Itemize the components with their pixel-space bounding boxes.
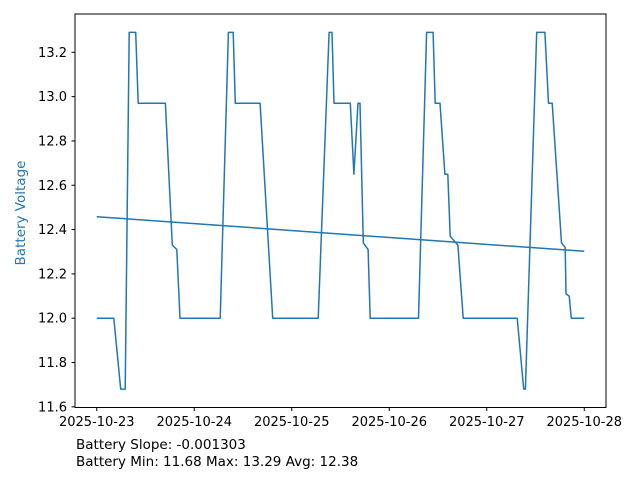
x-tick-label: 2025-10-25 bbox=[254, 415, 330, 430]
battery_trend-line bbox=[96, 215, 585, 253]
axes-frame bbox=[74, 13, 607, 408]
y-tick-label: 11.8 bbox=[38, 356, 67, 371]
x-tick-label: 2025-10-28 bbox=[546, 415, 622, 430]
x-tick-label: 2025-10-24 bbox=[156, 415, 232, 430]
y-tick-label: 12.2 bbox=[38, 267, 67, 282]
x-tick-label: 2025-10-26 bbox=[351, 415, 427, 430]
y-tick-label: 12.8 bbox=[38, 134, 67, 149]
y-tick-label: 13.2 bbox=[38, 46, 67, 61]
y-tick-label: 12.6 bbox=[38, 179, 67, 194]
y-tick-label: 11.6 bbox=[38, 400, 67, 415]
y-tick-label: 12.0 bbox=[38, 312, 67, 327]
x-tick-label: 2025-10-27 bbox=[449, 415, 525, 430]
battery_voltage-line bbox=[96, 31, 585, 390]
stats-minmax-text: Battery Min: 11.68 Max: 13.29 Avg: 12.38 bbox=[76, 453, 359, 470]
y-axis-label: Battery Voltage bbox=[13, 160, 29, 266]
x-tick-label: 2025-10-23 bbox=[59, 415, 135, 430]
y-tick-label: 12.4 bbox=[38, 223, 67, 238]
y-tick-label: 13.0 bbox=[38, 90, 67, 105]
stats-slope-text: Battery Slope: -0.001303 bbox=[76, 437, 246, 453]
